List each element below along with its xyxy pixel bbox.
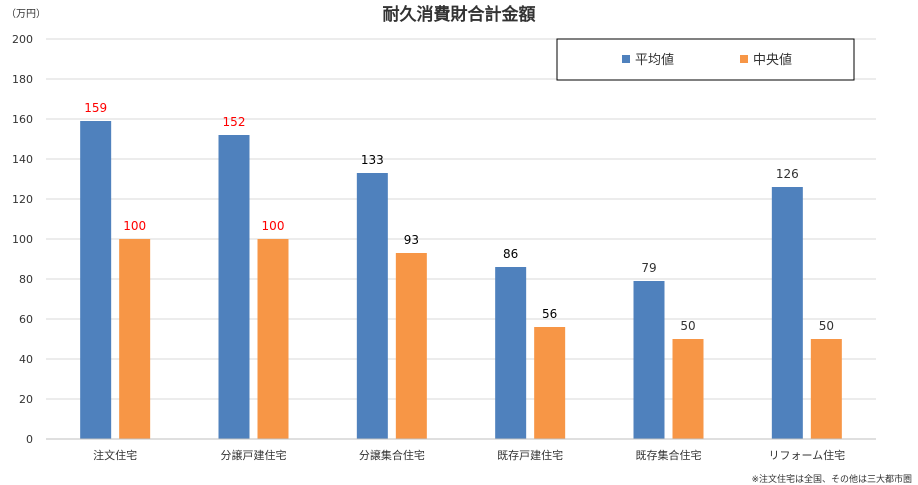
data-label: 159	[84, 101, 107, 115]
data-label: 86	[503, 247, 518, 261]
legend-box	[556, 38, 855, 81]
y-tick-label: 120	[12, 193, 33, 206]
y-tick-label: 160	[12, 113, 33, 126]
data-label: 126	[776, 167, 799, 181]
bar	[395, 253, 427, 439]
x-tick-label: 分譲集合住宅	[359, 448, 425, 462]
legend-swatch-median	[740, 55, 748, 63]
data-label: 56	[542, 307, 557, 321]
y-tick-label: 20	[19, 393, 33, 406]
bar	[633, 281, 665, 439]
bars: 159 100 152 100 133 93 86 56 79 50 126 50	[80, 101, 842, 439]
y-tick-label: 40	[19, 353, 33, 366]
y-tick-label: 180	[12, 73, 33, 86]
bar	[80, 121, 112, 439]
y-tick-label: 100	[12, 233, 33, 246]
grid	[46, 38, 876, 400]
y-tick-label: 60	[19, 313, 33, 326]
chart-title: 耐久消費財合計金額	[383, 4, 536, 25]
y-unit-label: （万円）	[6, 8, 46, 20]
legend: 平均値 中央値	[556, 38, 855, 81]
bar	[356, 173, 388, 439]
data-label: 152	[223, 115, 246, 129]
bar	[534, 327, 566, 439]
x-tick-label: 既存集合住宅	[636, 448, 702, 462]
bar	[771, 187, 803, 439]
data-label: 93	[404, 233, 419, 247]
x-tick-label: 既存戸建住宅	[497, 448, 563, 462]
legend-label-average: 平均値	[635, 52, 674, 68]
data-label: 50	[680, 319, 695, 333]
data-label: 133	[361, 153, 384, 167]
data-label: 50	[819, 319, 834, 333]
y-tick-label: 200	[12, 33, 33, 46]
legend-swatch-average	[622, 55, 630, 63]
y-tick-label: 80	[19, 273, 33, 286]
x-tick-label: 分譲戸建住宅	[221, 448, 287, 462]
bar	[672, 339, 704, 439]
y-tick-label: 0	[26, 433, 33, 446]
bar	[810, 339, 842, 439]
bar	[257, 239, 289, 439]
x-axis: 注文住宅 分譲戸建住宅 分譲集合住宅 既存戸建住宅 既存集合住宅 リフォーム住宅	[46, 438, 876, 462]
bar	[218, 135, 250, 439]
data-label: 100	[262, 219, 285, 233]
y-tick-label: 140	[12, 153, 33, 166]
x-tick-label: リフォーム住宅	[768, 448, 845, 462]
data-label: 100	[123, 219, 146, 233]
data-label: 79	[641, 261, 656, 275]
bar	[495, 267, 527, 439]
footnote: ※注文住宅は全国、その他は三大都市圏	[751, 473, 912, 485]
y-axis: 0 20 40 60 80 100 120 140 160 180 200	[12, 33, 33, 446]
bar	[119, 239, 151, 439]
legend-label-median: 中央値	[753, 52, 792, 68]
x-tick-label: 注文住宅	[93, 448, 137, 462]
